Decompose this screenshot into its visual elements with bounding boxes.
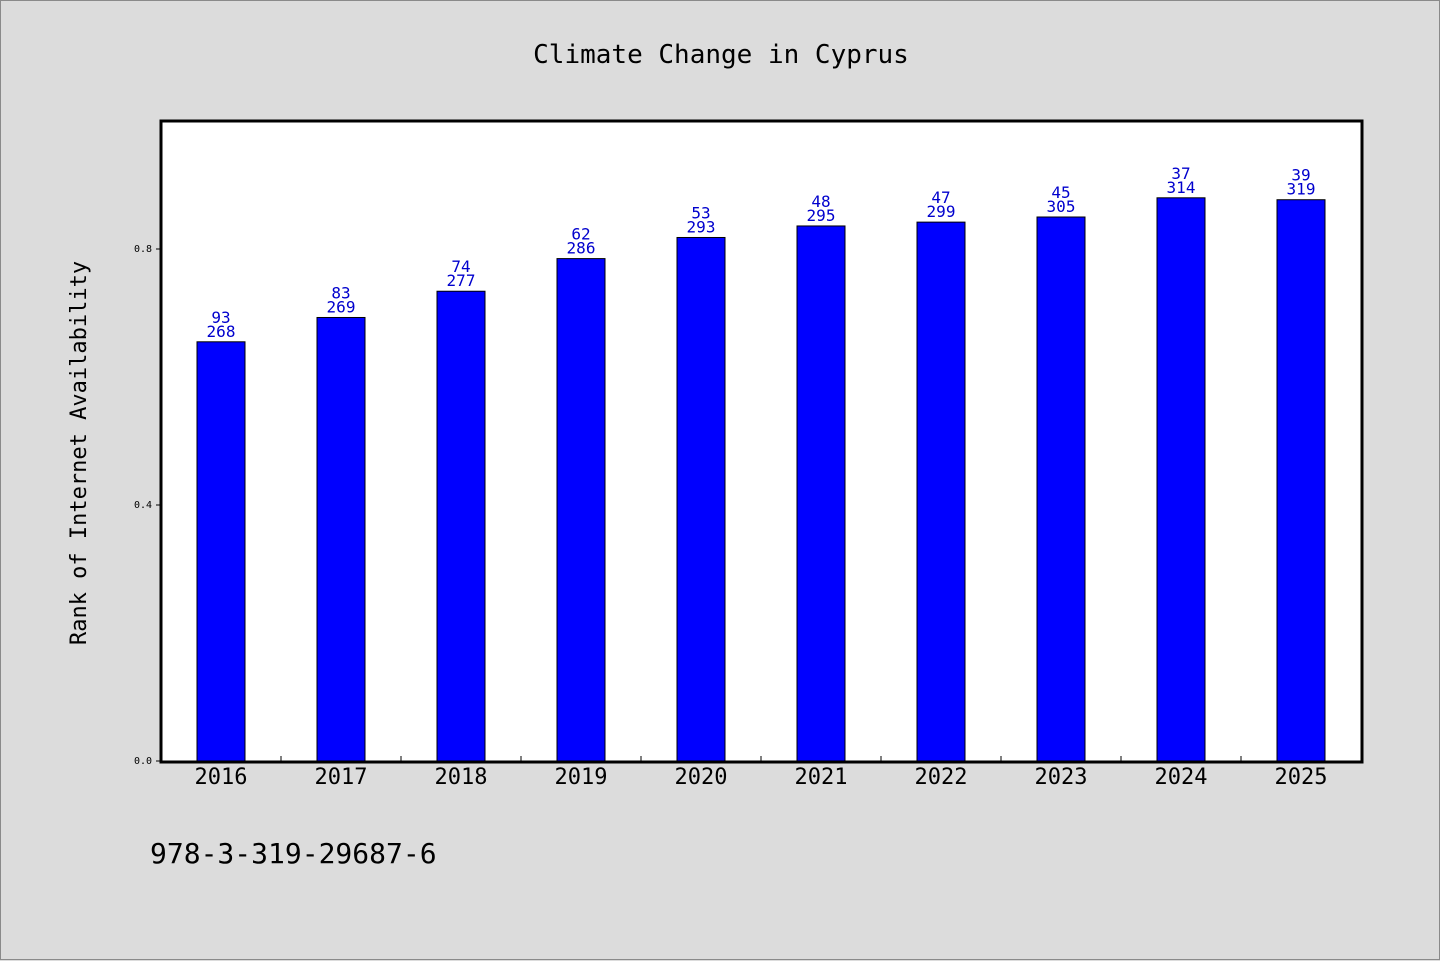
x-tick-label-2020: 2020 (675, 765, 728, 790)
bar-label-bottom-2025: 319 (1287, 180, 1316, 199)
bar-label-top-2020: 53 (691, 203, 710, 222)
bar-label-top-2016: 93 (211, 308, 230, 327)
bar-2018 (436, 290, 486, 762)
bar-2020 (676, 236, 726, 762)
bars (196, 197, 1326, 762)
bar-2022 (916, 221, 966, 762)
bar-label-bottom-2021: 295 (807, 206, 836, 225)
isbn-label: 978-3-319-29687-6 (150, 837, 437, 870)
bar-label-top-2018: 74 (451, 257, 470, 276)
y-tick-label: 0.4 (134, 500, 152, 511)
bar-2017 (316, 316, 366, 762)
x-tick-label-2022: 2022 (915, 765, 968, 790)
bar-label-bottom-2023: 305 (1047, 197, 1076, 216)
x-tick-label-2021: 2021 (795, 765, 848, 790)
x-tick-label-2024: 2024 (1155, 765, 1208, 790)
bar-label-top-2025: 39 (1291, 166, 1310, 185)
bar-label-bottom-2018: 277 (447, 271, 476, 290)
x-tick-label-2018: 2018 (435, 765, 488, 790)
bar-2021 (796, 225, 846, 762)
x-tick-label-2025: 2025 (1275, 765, 1328, 790)
bar-label-top-2017: 83 (331, 283, 350, 302)
bar-label-top-2022: 47 (931, 188, 950, 207)
x-tick-label-2023: 2023 (1035, 765, 1088, 790)
x-tick-label-2016: 2016 (195, 765, 248, 790)
bar-2019 (556, 258, 606, 762)
bar-2025 (1276, 199, 1326, 762)
bar-2016 (196, 341, 246, 762)
bar-label-bottom-2022: 299 (927, 202, 956, 221)
y-axis-label: Rank of Internet Availability (67, 261, 92, 645)
bar-label-top-2023: 45 (1051, 183, 1070, 202)
bar-label-top-2024: 37 (1171, 164, 1190, 183)
bar-label-bottom-2019: 286 (567, 239, 596, 258)
y-tick-label: 0.0 (134, 756, 152, 767)
bar-label-bottom-2016: 268 (207, 322, 236, 341)
x-tick-label-2017: 2017 (315, 765, 368, 790)
bar-2024 (1156, 197, 1206, 762)
bar-label-bottom-2017: 269 (327, 297, 356, 316)
bar-label-bottom-2020: 293 (687, 217, 716, 236)
y-tick-label: 0.8 (134, 244, 152, 255)
bar-label-bottom-2024: 314 (1167, 178, 1196, 197)
bar-label-top-2019: 62 (571, 225, 590, 244)
bar-2023 (1036, 216, 1086, 762)
y-axis-ticks: 0.0 0.4 0.8 (134, 244, 161, 767)
x-tick-label-2019: 2019 (555, 765, 608, 790)
bar-label-top-2021: 48 (811, 192, 830, 211)
x-axis-ticks: 2016 2017 2018 2019 2020 2021 2022 2023 2024 2025 (195, 756, 1328, 790)
chart-title: Climate Change in Cyprus (533, 40, 909, 70)
plot-frame (159, 119, 1364, 764)
